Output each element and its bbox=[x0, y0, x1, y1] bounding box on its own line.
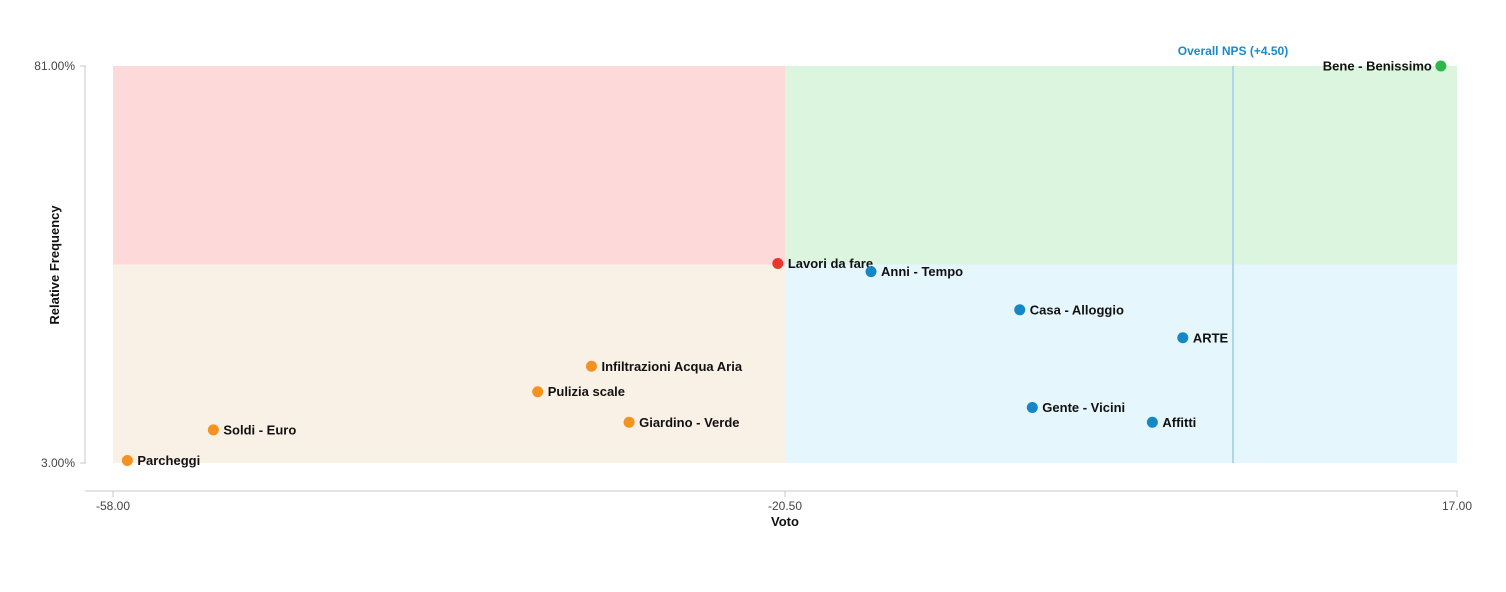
data-point[interactable] bbox=[121, 454, 133, 466]
data-point-label: Pulizia scale bbox=[548, 384, 625, 399]
data-point-label: Anni - Tempo bbox=[881, 264, 963, 279]
data-point[interactable] bbox=[207, 424, 219, 436]
data-point-label: Infiltrazioni Acqua Aria bbox=[601, 359, 742, 374]
quadrant-backgrounds bbox=[113, 66, 1457, 463]
data-points: Bene - Benissimo Lavori da fare Anni - Tem… bbox=[121, 59, 1447, 468]
data-point[interactable] bbox=[623, 416, 635, 428]
data-point-label: Affitti bbox=[1162, 415, 1196, 430]
overall-nps-reference: Overall NPS (+4.50) bbox=[1178, 44, 1288, 463]
data-point[interactable] bbox=[1146, 416, 1158, 428]
x-tick-label: 17.00 bbox=[1442, 499, 1472, 513]
data-point[interactable] bbox=[1177, 332, 1189, 344]
overall-nps-label: Overall NPS (+4.50) bbox=[1178, 44, 1288, 58]
quadrant-top-right bbox=[785, 66, 1457, 265]
data-point[interactable] bbox=[532, 386, 544, 398]
x-tick-label: -58.00 bbox=[96, 499, 130, 513]
data-point-label: Soldi - Euro bbox=[223, 422, 296, 437]
x-axis-title: Voto bbox=[771, 514, 799, 529]
y-tick-label: 3.00% bbox=[41, 456, 75, 470]
data-point-label: Bene - Benissimo bbox=[1323, 59, 1432, 74]
axes bbox=[84, 66, 1458, 492]
quadrant-top-left bbox=[113, 66, 785, 265]
data-point[interactable] bbox=[585, 360, 597, 372]
data-point-label: Parcheggi bbox=[137, 453, 200, 468]
y-tick-label: 81.00% bbox=[34, 59, 75, 73]
data-point-label: Lavori da fare bbox=[788, 256, 873, 271]
data-point[interactable] bbox=[1435, 60, 1447, 72]
quadrant-bottom-left bbox=[113, 264, 785, 463]
x-tick-label: -20.50 bbox=[768, 499, 802, 513]
quadrant-bottom-right bbox=[785, 264, 1457, 463]
data-point[interactable] bbox=[772, 257, 784, 269]
data-point-label: Giardino - Verde bbox=[639, 415, 739, 430]
data-point[interactable] bbox=[865, 266, 877, 278]
data-point-label: ARTE bbox=[1193, 330, 1229, 345]
data-point-label: Gente - Vicini bbox=[1042, 400, 1125, 415]
y-axis-title: Relative Frequency bbox=[47, 205, 62, 325]
axis-ticks: -58.00 -20.50 17.00 81.00% 3.00% bbox=[34, 59, 1472, 513]
data-point[interactable] bbox=[1014, 304, 1026, 316]
data-point-label: Casa - Alloggio bbox=[1030, 302, 1124, 317]
data-point[interactable] bbox=[1026, 402, 1038, 414]
